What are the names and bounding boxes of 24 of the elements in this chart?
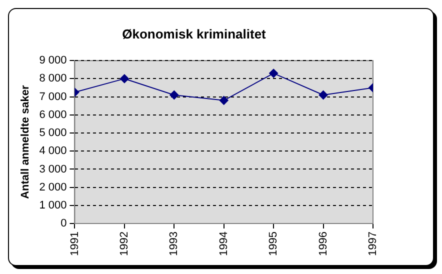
y-tick-label: 2 000 (39, 181, 67, 194)
y-tick-label: 3 000 (39, 163, 67, 176)
y-tick-label: 1 000 (39, 199, 67, 212)
point (120, 74, 129, 84)
y-tick-label: 6 000 (39, 108, 67, 121)
point (318, 90, 328, 100)
x-tick-label: 1992 (118, 232, 130, 256)
x-tick-label: 1995 (268, 232, 280, 256)
x-tick-label: 1994 (218, 232, 230, 256)
y-axis-title: Antall anmeldte saker (20, 84, 32, 199)
y-tick-label: 9 000 (39, 54, 67, 67)
point (219, 96, 228, 105)
x-tick-label: 1996 (317, 232, 330, 256)
chart-title: Økonomisk kriminalitet (122, 26, 267, 42)
point (170, 90, 179, 100)
y-tick-label: 0 (60, 218, 67, 230)
x-tick-label: 1993 (168, 232, 180, 256)
x-tick-label: 1991 (68, 232, 81, 256)
y-tick-label: 4 000 (39, 145, 67, 158)
x-tick-label: 1997 (367, 232, 380, 256)
y-tick-label: 8 000 (39, 72, 67, 85)
y-tick-label: 7 000 (39, 90, 67, 103)
point (269, 68, 278, 78)
y-tick-label: 5 000 (39, 127, 67, 140)
